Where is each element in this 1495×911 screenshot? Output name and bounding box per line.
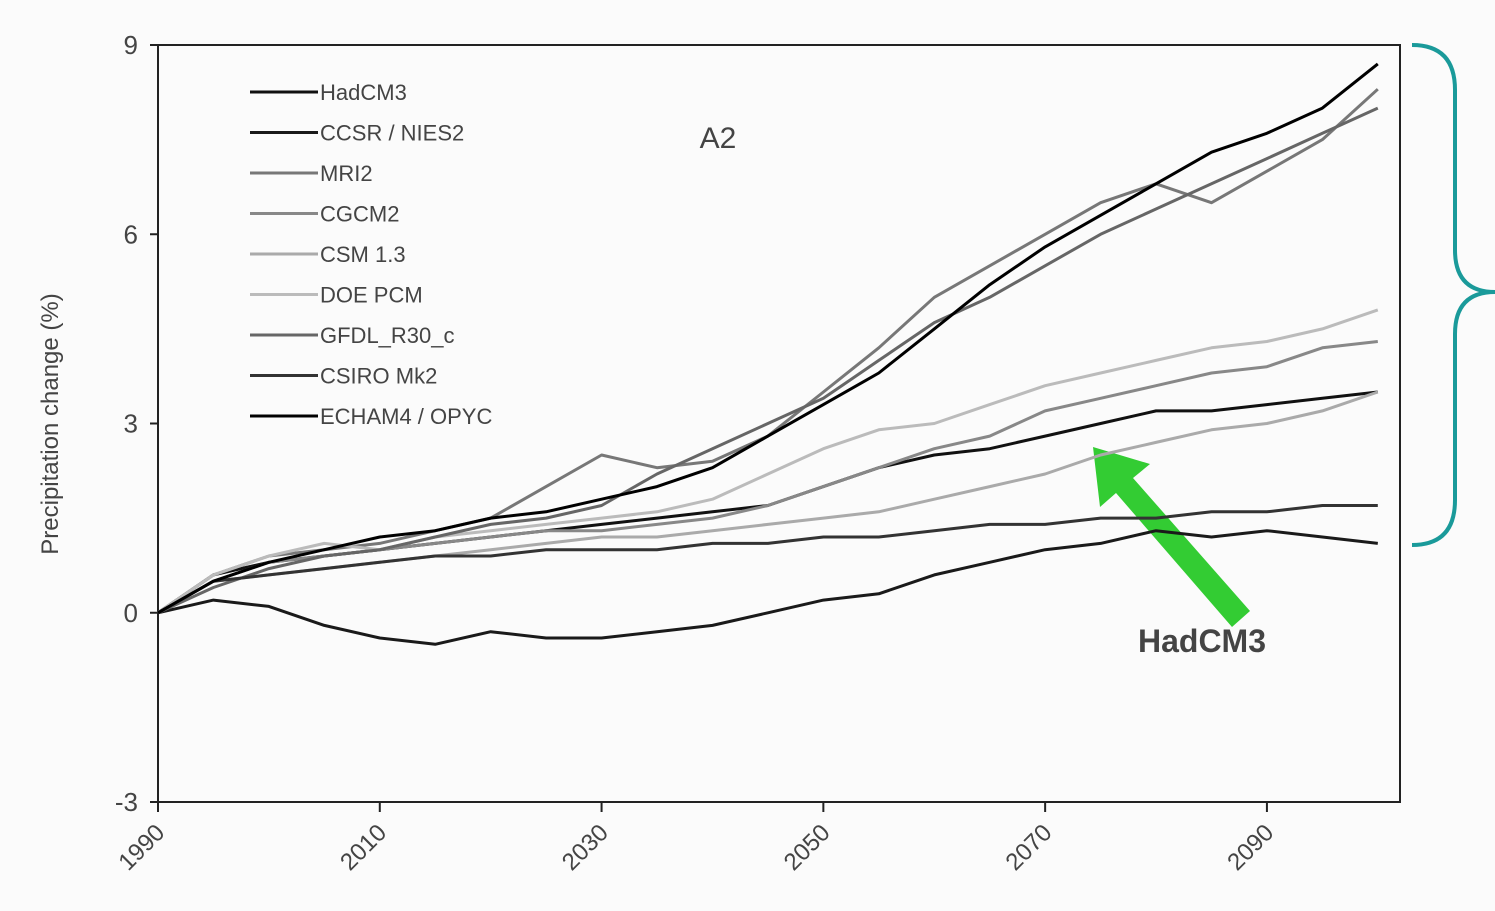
y-tick-label: 3 (124, 409, 138, 439)
legend-label: CSIRO Mk2 (320, 364, 437, 389)
legend-label: DOE PCM (320, 283, 423, 308)
panel-label: A2 (700, 122, 737, 155)
y-tick-label: 9 (124, 30, 138, 60)
line (157, 529, 1378, 646)
line (157, 106, 1379, 615)
line (157, 62, 1379, 615)
line (157, 504, 1378, 615)
legend-label: CGCM2 (320, 202, 399, 227)
y-tick-label: 0 (124, 598, 138, 628)
y-tick-label: -3 (115, 787, 138, 817)
legend-label: HadCM3 (320, 80, 407, 105)
legend-label: GFDL_R30_c (320, 323, 455, 348)
legend-label: MRI2 (320, 161, 373, 186)
annotation: HadCM3 (1138, 623, 1266, 659)
arrow (1093, 447, 1250, 627)
y-axis-label: Precipitation change (%) (37, 293, 64, 554)
y-tick-label: 6 (124, 219, 138, 249)
line (157, 308, 1379, 615)
legend-label: ECHAM4 / OPYC (320, 404, 492, 429)
legend-label: CSM 1.3 (320, 242, 406, 267)
brace (1411, 43, 1495, 547)
legend-label: CCSR / NIES2 (320, 121, 464, 146)
